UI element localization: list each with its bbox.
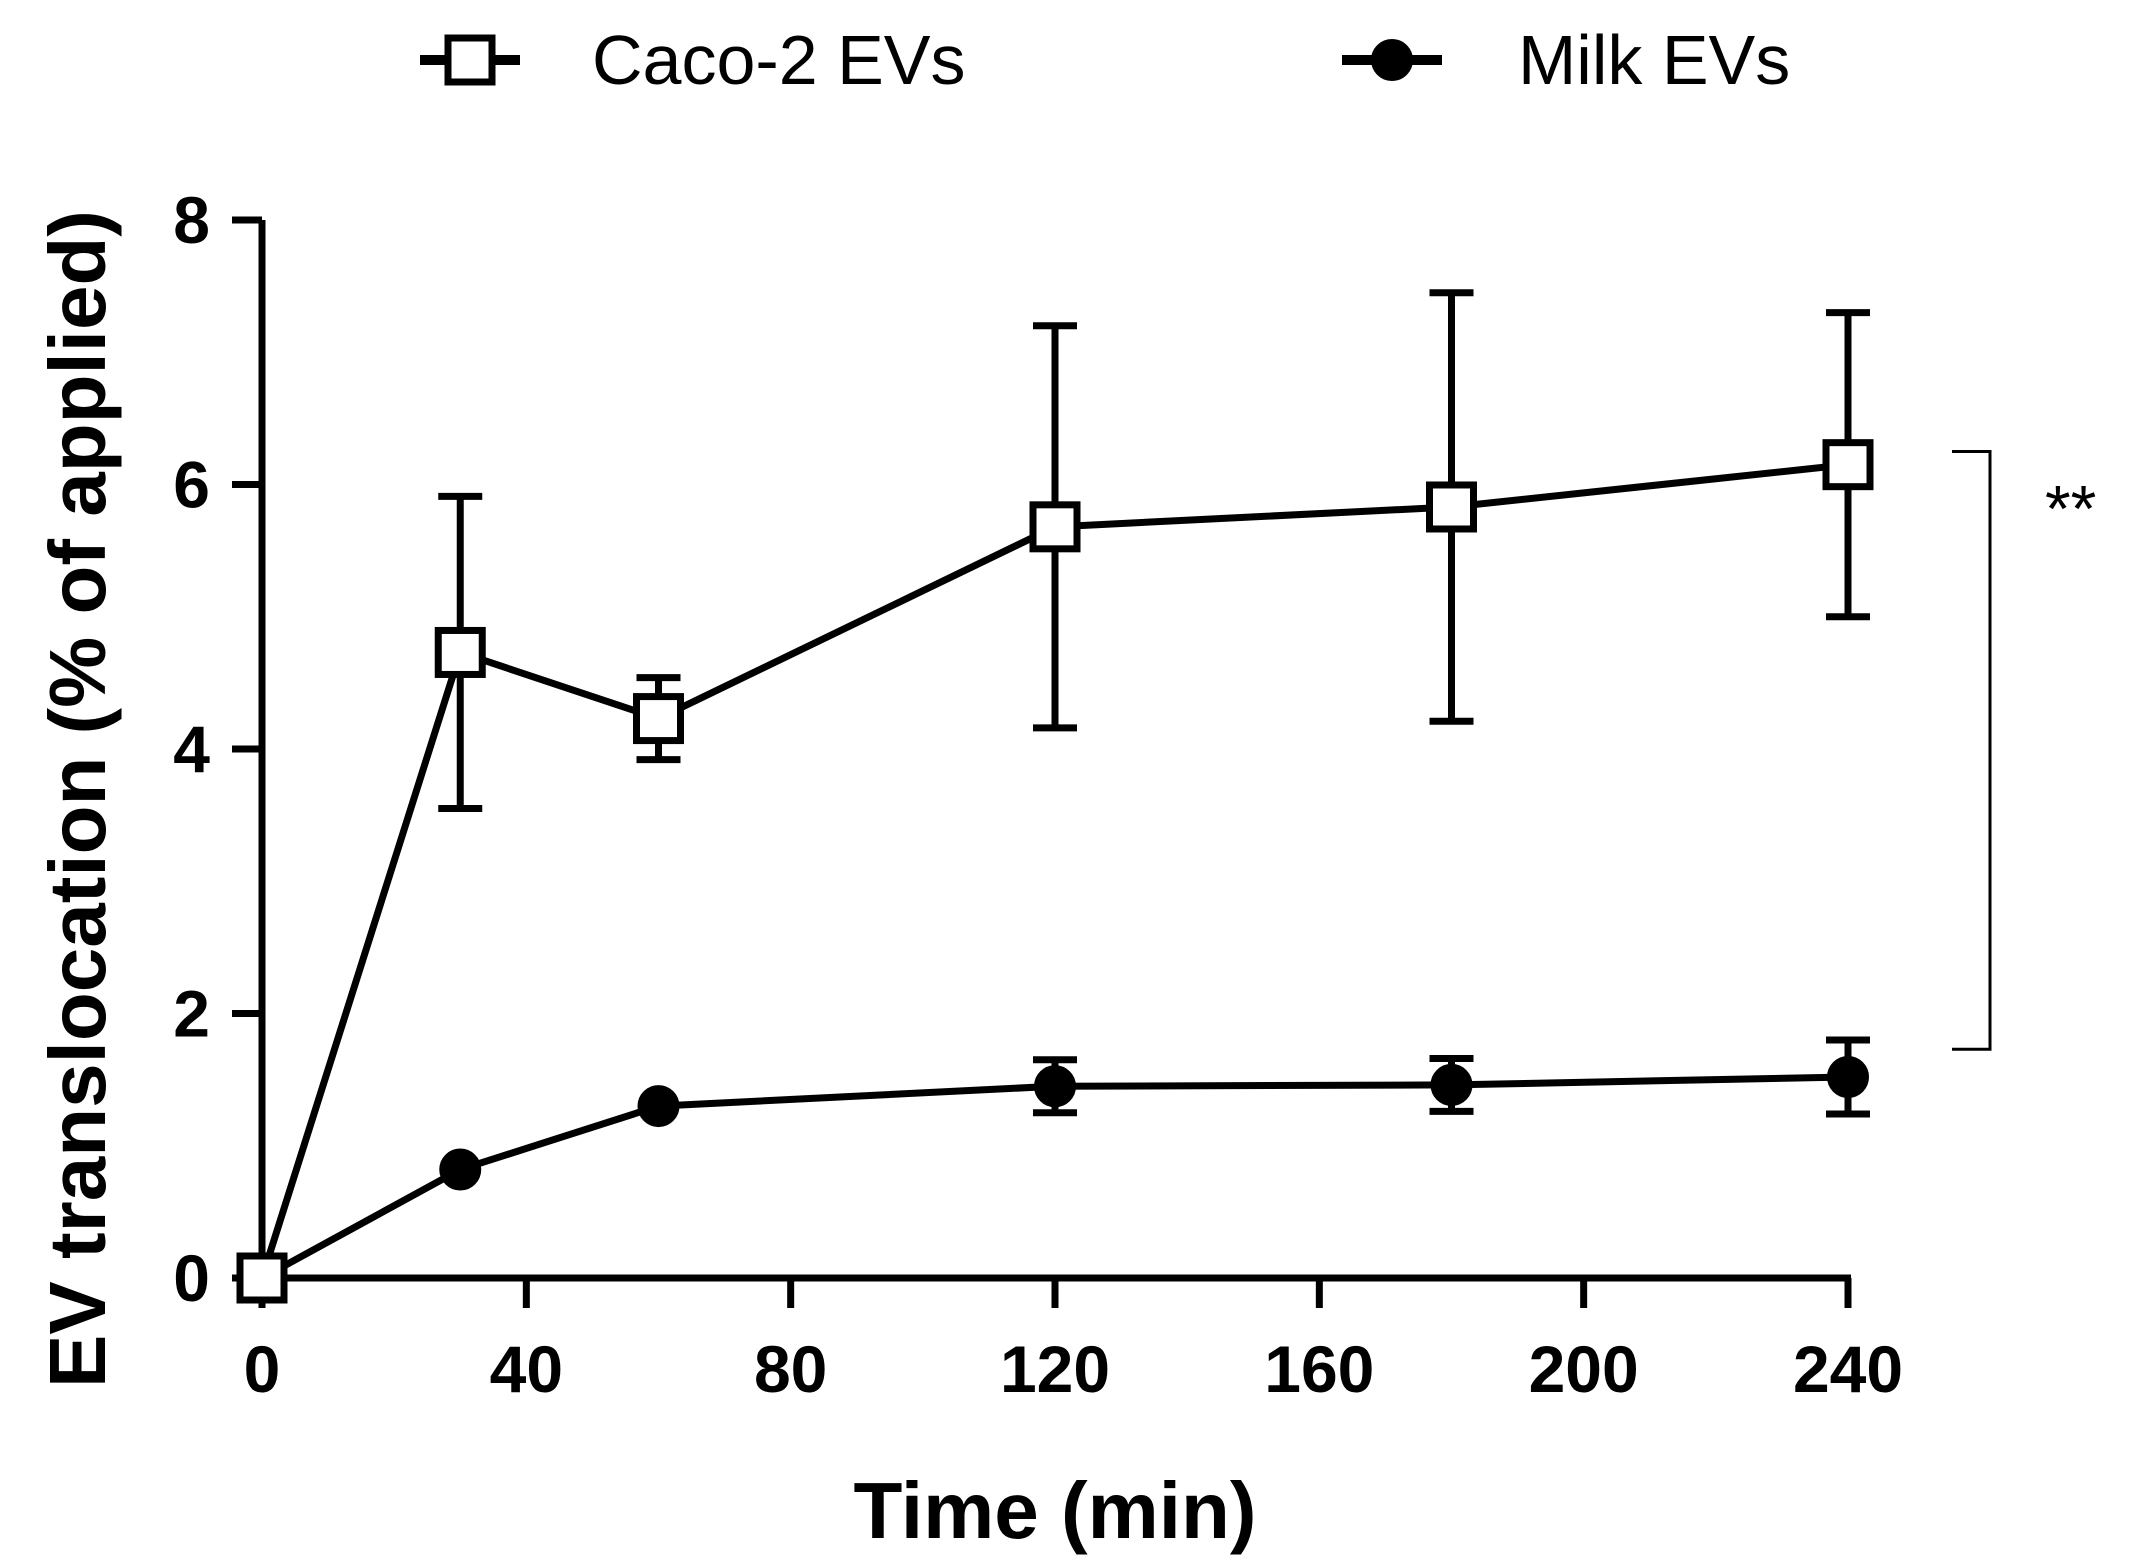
x-tick-label: 200 [1529, 1332, 1639, 1406]
data-point [434, 626, 486, 678]
legend-entry: Milk EVs [1342, 21, 1790, 99]
data-point [1430, 1063, 1473, 1106]
y-tick-label: 8 [173, 183, 210, 257]
data-point [1827, 1055, 1869, 1098]
legend-label: Milk EVs [1518, 21, 1790, 99]
x-tick-label: 40 [490, 1332, 563, 1406]
series-line [260, 1073, 1849, 1282]
data-point [1034, 1065, 1076, 1108]
x-tick-label: 240 [1793, 1332, 1903, 1406]
legend-entry: Caco-2 EVs [420, 21, 965, 99]
legend-label: Caco-2 EVs [592, 21, 965, 99]
data-point [439, 1148, 482, 1191]
data-point [236, 1252, 288, 1304]
x-tick-label: 80 [754, 1332, 827, 1406]
y-tick-label: 6 [173, 448, 210, 522]
significance-label: ** [2045, 471, 2096, 545]
significance-bracket [1952, 449, 1992, 1051]
x-tick-label: 120 [1000, 1332, 1110, 1406]
y-axis-title: EV translocation (% of applied) [33, 210, 122, 1388]
series-milk-evs [241, 1036, 1870, 1299]
data-point [1029, 501, 1081, 553]
data-point [633, 693, 684, 745]
data-point [637, 1085, 680, 1128]
legend-marker [1371, 39, 1413, 81]
x-tick-label: 160 [1264, 1332, 1374, 1406]
x-tick-label: 0 [244, 1332, 281, 1406]
series-layer [236, 289, 1874, 1304]
legend: Caco-2 EVs Milk EVs [420, 21, 1790, 99]
data-point [1426, 481, 1477, 533]
x-axis-title: Time (min) [853, 1466, 1256, 1555]
y-tick-label: 4 [173, 712, 210, 786]
data-point [1822, 439, 1874, 491]
annotation-layer: ** [1952, 449, 2096, 1051]
y-tick-label: 0 [173, 1241, 210, 1315]
legend-marker [444, 34, 496, 86]
series-caco-2-evs [236, 289, 1874, 1304]
y-tick-label: 2 [173, 977, 210, 1051]
series-line [258, 461, 1849, 1280]
